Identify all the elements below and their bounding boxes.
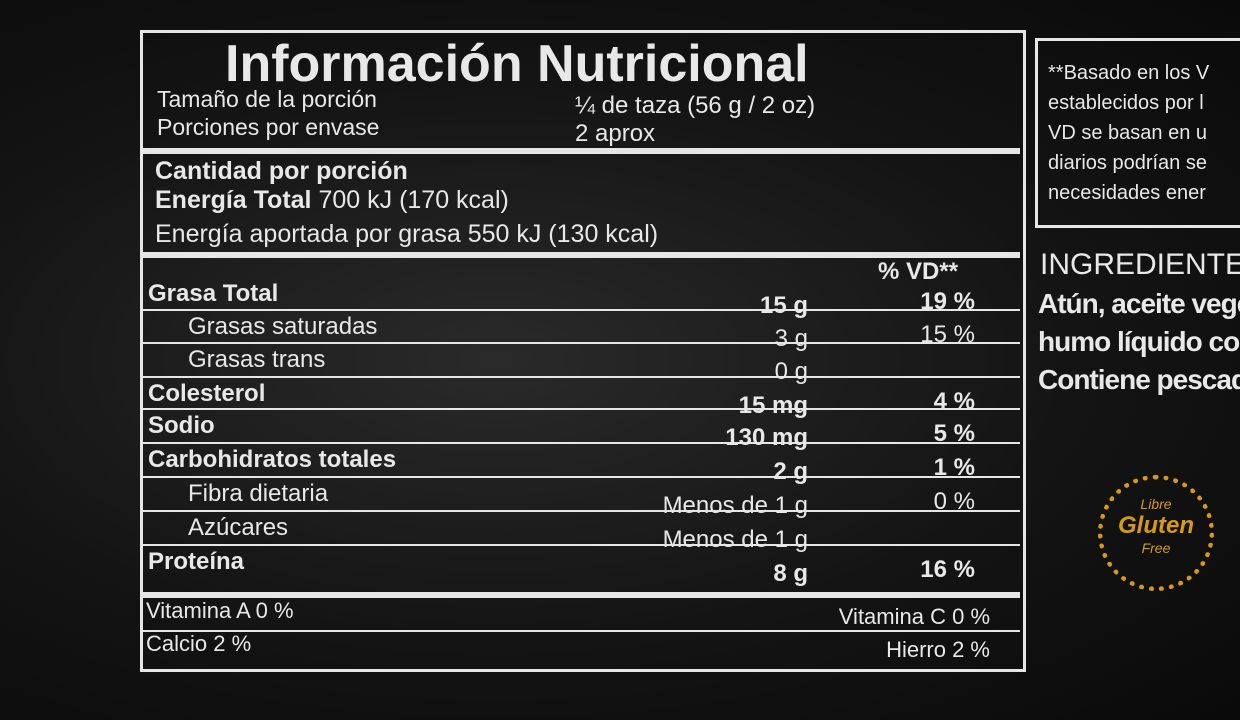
nutrient-amount: 8 g [773, 560, 808, 587]
footnote-line: diarios podrían se [1048, 152, 1207, 174]
divider [143, 376, 1020, 378]
dv-heading: % VD** [878, 258, 959, 285]
divider [143, 309, 1020, 311]
vitamin: Vitamina A 0 % [146, 598, 294, 623]
vitamin: Hierro 2 % [886, 637, 990, 662]
footnote-line: VD se basan en u [1048, 122, 1207, 144]
footnote-frame [1035, 38, 1240, 228]
divider [143, 252, 1020, 258]
nutrient-name: Sodio [148, 412, 215, 439]
title: Información Nutricional [225, 35, 809, 93]
vitamin: Vitamina C 0 % [838, 604, 990, 629]
nutrient-amount: Menos de 1 g [662, 526, 808, 553]
badge-text: Free [1141, 540, 1171, 556]
ingredients-line: Atún, aceite vege [1038, 288, 1240, 319]
divider [143, 592, 1020, 598]
serving-value: ¼ de taza (56 g / 2 oz) [575, 92, 816, 119]
nutrient-name: Proteína [148, 548, 245, 575]
nutrient-name: Azúcares [188, 514, 289, 541]
amount-heading: Cantidad por porción [155, 157, 408, 185]
ingredients-line: humo líquido co [1038, 326, 1240, 357]
nutrient-dv: 16 % [920, 556, 975, 583]
serving-name: Tamaño de la porción [157, 86, 377, 112]
ingredients-title: INGREDIENTE [1040, 248, 1240, 281]
divider [143, 544, 1020, 546]
divider [143, 476, 1020, 478]
divider [143, 408, 1020, 410]
nutrient-amount: Menos de 1 g [662, 492, 808, 519]
nutrient-name: Grasa Total [148, 280, 279, 307]
footnote-line: establecidos por l [1048, 92, 1204, 114]
divider [143, 630, 1020, 632]
divider [143, 510, 1020, 512]
gluten-badge: Libre Gluten Free [1098, 475, 1214, 591]
divider [143, 342, 1020, 344]
nutrient-name: Grasas trans [188, 346, 326, 373]
energy-label: Energía Total [155, 186, 312, 214]
nutrient-amount: 0 g [774, 358, 808, 385]
serving-value: 2 aprox [575, 120, 656, 147]
nutrient-amount: 15 mg [738, 392, 808, 419]
serving-name: Porciones por envase [157, 114, 380, 140]
energy-value: 700 kJ (170 kcal) [318, 186, 509, 214]
divider [143, 442, 1020, 444]
nutrient-dv: 19 % [920, 288, 975, 315]
ingredients-line: Contiene pescad [1038, 364, 1240, 395]
fat-energy: Energía aportada por grasa 550 kJ (130 k… [155, 220, 659, 248]
nutrient-name: Grasas saturadas [188, 313, 378, 340]
nutrient-dv: 15 % [920, 321, 975, 348]
nutrient-amount: 3 g [774, 325, 808, 352]
nutrient-name: Fibra dietaria [188, 480, 329, 507]
label-frame [140, 30, 1026, 672]
footnote-line: **Basado en los V [1048, 62, 1210, 84]
badge-text: Libre [1140, 496, 1172, 512]
nutrient-amount: 130 mg [725, 424, 808, 451]
nutrient-name: Carbohidratos totales [148, 446, 397, 473]
energy: Energía Total 700 kJ (170 kcal) [155, 186, 509, 215]
nutrient-dv: 4 % [933, 388, 975, 415]
vitamin: Calcio 2 % [146, 631, 252, 656]
nutrient-amount: 2 g [773, 458, 808, 485]
badge-text: Gluten [1118, 512, 1194, 539]
nutrient-name: Colesterol [148, 380, 266, 407]
divider [143, 148, 1020, 154]
nutrient-amount: 15 g [759, 292, 808, 319]
footnote-line: necesidades ener [1048, 182, 1206, 204]
